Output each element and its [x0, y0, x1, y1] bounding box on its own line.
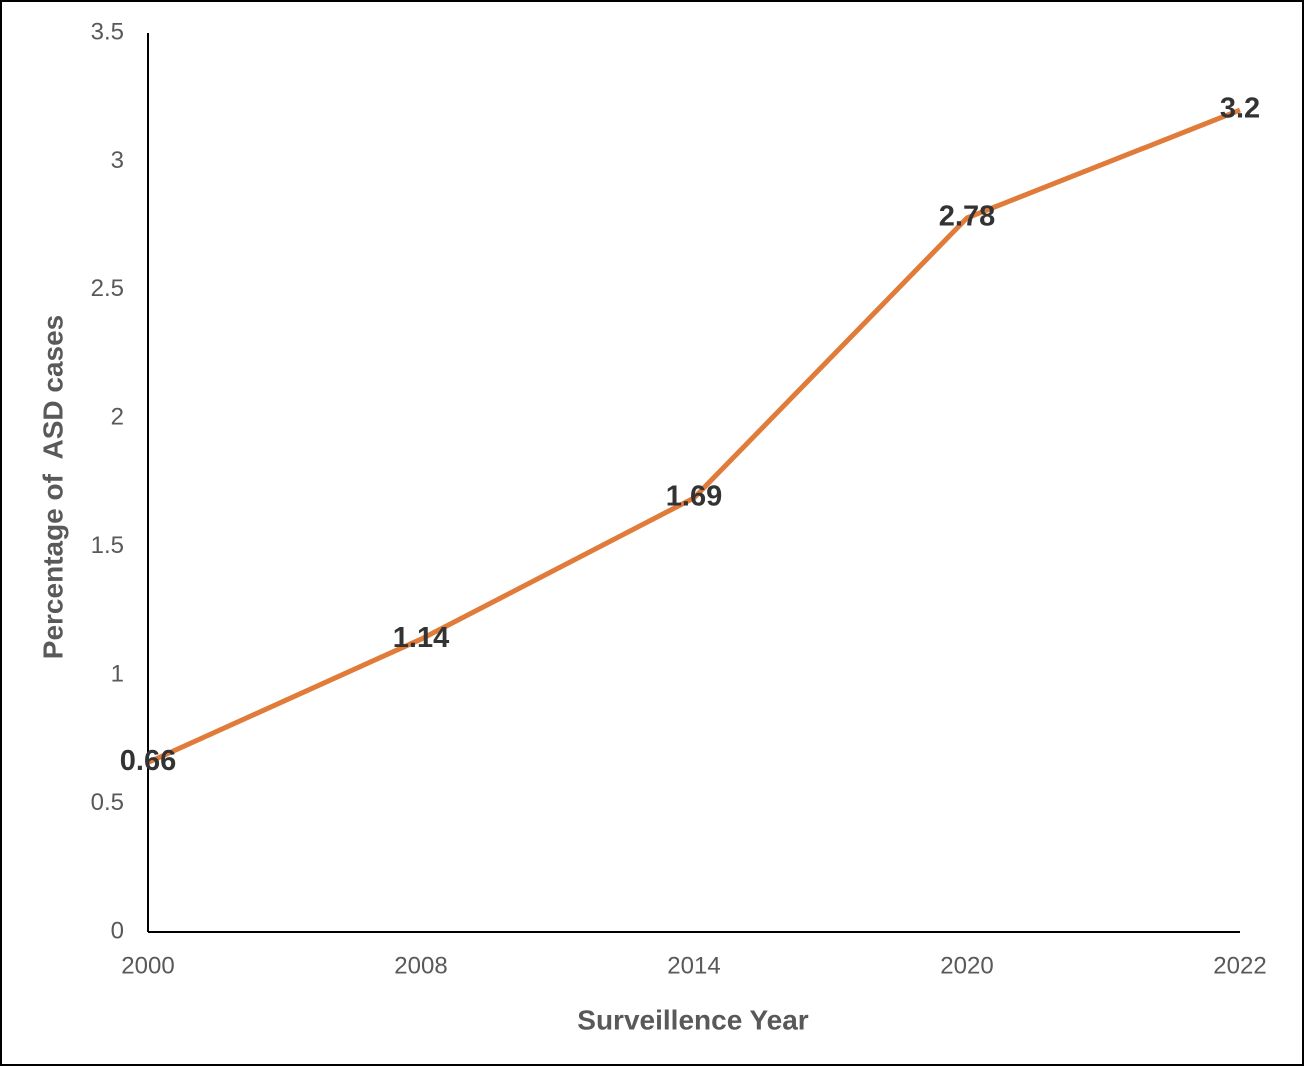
value-label: 2.78: [939, 201, 995, 233]
y-tick-label: 2.5: [91, 275, 124, 302]
y-tick-label: 1: [111, 660, 124, 687]
value-label: 3.2: [1220, 93, 1260, 125]
x-tick-label: 2022: [1213, 952, 1266, 979]
value-label: 1.69: [666, 481, 722, 513]
y-axis-title: Percentage of ASD cases: [37, 315, 68, 659]
x-tick-label: 2020: [940, 952, 993, 979]
y-tick-label: 0: [111, 917, 124, 944]
x-tick-label: 2014: [667, 952, 720, 979]
x-tick-label: 2008: [394, 952, 447, 979]
value-label: 1.14: [393, 622, 449, 654]
y-tick-label: 3: [111, 147, 124, 174]
y-tick-label: 1.5: [91, 532, 124, 559]
value-label: 0.66: [120, 745, 176, 777]
x-axis-title: Surveillence Year: [577, 1004, 809, 1035]
y-tick-label: 3.5: [91, 18, 124, 45]
y-tick-label: 0.5: [91, 789, 124, 816]
y-tick-label: 2: [111, 404, 124, 431]
x-tick-label: 2000: [121, 952, 174, 979]
data-line: [146, 107, 1241, 765]
